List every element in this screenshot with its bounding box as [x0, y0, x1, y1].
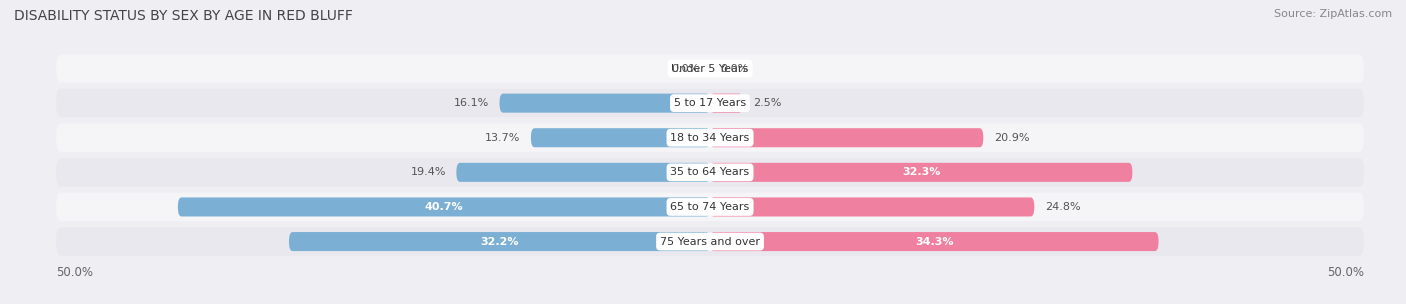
FancyBboxPatch shape	[710, 232, 1159, 251]
Text: 75 Years and over: 75 Years and over	[659, 237, 761, 247]
Text: Source: ZipAtlas.com: Source: ZipAtlas.com	[1274, 9, 1392, 19]
FancyBboxPatch shape	[56, 89, 1364, 117]
FancyBboxPatch shape	[56, 123, 1364, 152]
FancyBboxPatch shape	[710, 163, 1132, 182]
FancyBboxPatch shape	[56, 54, 1364, 83]
Text: 0.0%: 0.0%	[720, 64, 749, 74]
Text: 24.8%: 24.8%	[1045, 202, 1080, 212]
Text: 32.3%: 32.3%	[903, 167, 941, 177]
FancyBboxPatch shape	[56, 227, 1364, 256]
Text: 5 to 17 Years: 5 to 17 Years	[673, 98, 747, 108]
FancyBboxPatch shape	[710, 197, 1035, 216]
FancyBboxPatch shape	[56, 158, 1364, 187]
Text: 35 to 64 Years: 35 to 64 Years	[671, 167, 749, 177]
Text: 20.9%: 20.9%	[994, 133, 1029, 143]
Text: Under 5 Years: Under 5 Years	[672, 64, 748, 74]
Text: 2.5%: 2.5%	[754, 98, 782, 108]
FancyBboxPatch shape	[177, 197, 710, 216]
Text: 0.0%: 0.0%	[671, 64, 700, 74]
FancyBboxPatch shape	[499, 94, 710, 113]
Legend: Male, Female: Male, Female	[650, 302, 770, 304]
FancyBboxPatch shape	[457, 163, 710, 182]
FancyBboxPatch shape	[710, 94, 742, 113]
Text: 32.2%: 32.2%	[481, 237, 519, 247]
Text: 40.7%: 40.7%	[425, 202, 463, 212]
Text: 50.0%: 50.0%	[1327, 266, 1364, 279]
Text: 50.0%: 50.0%	[56, 266, 93, 279]
Text: 65 to 74 Years: 65 to 74 Years	[671, 202, 749, 212]
Text: 19.4%: 19.4%	[411, 167, 446, 177]
FancyBboxPatch shape	[56, 193, 1364, 221]
FancyBboxPatch shape	[531, 128, 710, 147]
Text: 18 to 34 Years: 18 to 34 Years	[671, 133, 749, 143]
FancyBboxPatch shape	[710, 128, 983, 147]
FancyBboxPatch shape	[290, 232, 710, 251]
Text: 16.1%: 16.1%	[454, 98, 489, 108]
Text: DISABILITY STATUS BY SEX BY AGE IN RED BLUFF: DISABILITY STATUS BY SEX BY AGE IN RED B…	[14, 9, 353, 23]
Text: 13.7%: 13.7%	[485, 133, 520, 143]
Text: 34.3%: 34.3%	[915, 237, 953, 247]
